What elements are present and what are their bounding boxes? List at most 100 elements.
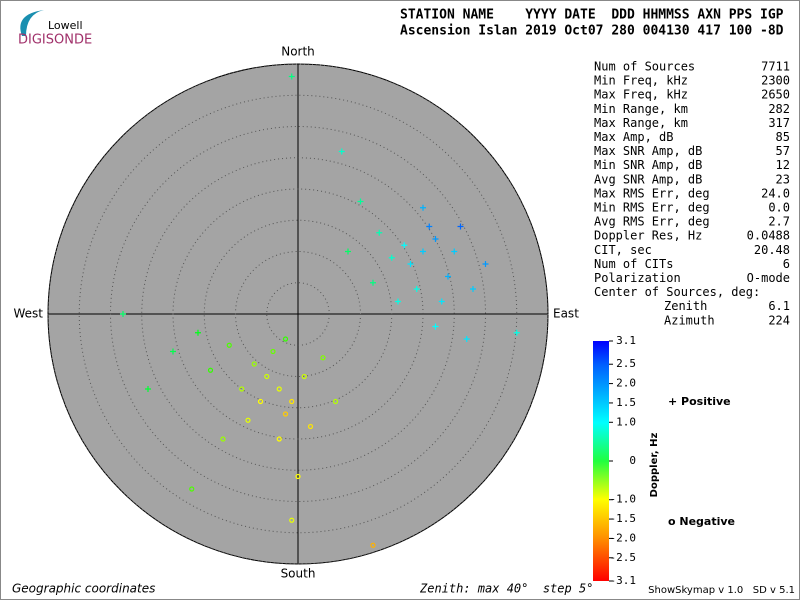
- source-positive: [401, 242, 408, 249]
- colorbar-tick-label: -2.5: [610, 551, 637, 564]
- stat-label: Num of CITs: [594, 257, 673, 271]
- stat-value: 224: [768, 313, 790, 327]
- source-positive: [482, 261, 489, 267]
- zenith-ring: [141, 157, 455, 471]
- stat-label: Max SNR Amp, dB: [594, 144, 702, 158]
- source-positive: [170, 348, 176, 355]
- source-positive: [345, 248, 351, 255]
- stat-value: 23: [776, 172, 790, 186]
- stat-label: Max RMS Err, deg: [594, 186, 710, 200]
- source-negative: [276, 386, 282, 392]
- colorbar-tick-label: 2.5: [616, 357, 636, 370]
- source-negative: [207, 367, 214, 373]
- source-positive: [288, 73, 295, 80]
- source-positive: [420, 248, 426, 255]
- source-positive: [407, 261, 414, 267]
- source-negative: [220, 436, 226, 442]
- stat-label: Max Freq, kHz: [594, 88, 688, 102]
- colorbar-tick-label: 1.5: [616, 396, 636, 409]
- zenith-ring: [47, 63, 549, 565]
- legend-negative: o Negative: [668, 515, 735, 528]
- stat-label: Min Range, km: [594, 102, 688, 116]
- zenith-ring: [172, 188, 424, 440]
- logo-bottom: DIGISONDE: [18, 33, 92, 48]
- source-positive: [195, 329, 201, 336]
- stat-value: 24.0: [761, 186, 790, 200]
- dir-label: North: [281, 45, 315, 59]
- zenith-ring: [235, 251, 361, 377]
- source-positive: [438, 298, 445, 305]
- source-positive: [338, 148, 345, 155]
- source-negative: [301, 373, 307, 380]
- source-positive: [357, 198, 364, 205]
- stat-value: 0.0488: [747, 229, 790, 243]
- source-positive: [145, 386, 151, 392]
- colorbar-tick-label: 1.0: [616, 415, 636, 428]
- stat-label: Max Range, km: [594, 116, 688, 130]
- source-negative: [289, 398, 295, 405]
- colorbar-label: Doppler, Hz: [649, 433, 660, 498]
- stat-value: 85: [776, 130, 790, 144]
- source-positive: [120, 311, 126, 317]
- source-positive: [370, 279, 376, 286]
- stat-label: Azimuth: [664, 313, 715, 327]
- legend-text: Positive: [681, 395, 731, 408]
- stat-value: 6: [783, 257, 790, 271]
- dir-label: South: [281, 567, 316, 581]
- colorbar-tick-label: 0: [629, 454, 636, 467]
- source-negative: [276, 436, 282, 442]
- stat-value: 2650: [761, 88, 790, 102]
- stat-value: 0.0: [768, 201, 790, 215]
- footer-left: Geographic coordinates: [12, 582, 155, 596]
- stat-value: O-mode: [747, 271, 790, 285]
- source-negative: [257, 398, 264, 405]
- stat-label: Num of Sources: [594, 60, 695, 74]
- stat-label: Max Amp, dB: [594, 130, 673, 144]
- source-negative: [370, 542, 376, 548]
- source-positive: [470, 286, 476, 292]
- source-negative: [307, 423, 314, 430]
- source-negative: [239, 386, 245, 392]
- colorbar-tick-label: -3.1: [610, 574, 637, 587]
- source-positive: [432, 323, 439, 330]
- stat-value: 6.1: [768, 299, 790, 313]
- stat-label: CIT, sec: [594, 243, 652, 257]
- source-positive: [457, 223, 464, 230]
- stat-label: Polarization: [594, 271, 681, 285]
- logo-top: Lowell: [48, 19, 83, 32]
- source-positive: [395, 298, 401, 305]
- logo-swoosh: [20, 10, 44, 36]
- zenith-ring: [203, 219, 393, 409]
- dir-label: West: [13, 307, 43, 321]
- zenith-ring: [78, 94, 518, 534]
- stat-label: Avg SNR Amp, dB: [594, 172, 702, 186]
- stat-label: Avg RMS Err, deg: [594, 215, 710, 229]
- zenith-ring: [110, 126, 486, 502]
- colorbar: [593, 341, 609, 581]
- stat-value: 2.7: [768, 215, 790, 229]
- legend-text: Negative: [679, 515, 735, 528]
- stat-label: Min RMS Err, deg: [594, 201, 710, 215]
- source-negative: [289, 517, 295, 523]
- source-positive: [420, 204, 426, 211]
- source-positive: [376, 229, 383, 236]
- source-negative: [282, 336, 289, 342]
- stat-label: Zenith: [664, 299, 707, 313]
- stat-section: Center of Sources, deg:: [594, 285, 760, 299]
- header-line: Ascension Islan 2019 Oct07 280 004130 41…: [400, 24, 784, 39]
- stat-label: Doppler Res, Hz: [594, 229, 702, 243]
- stat-label: Min Freq, kHz: [594, 74, 688, 88]
- source-negative: [189, 486, 195, 492]
- colorbar-tick-label: -2.0: [610, 531, 637, 544]
- header-line: STATION NAME YYYY DATE DDD HHMMSS AXN PP…: [400, 8, 784, 23]
- legend-positive: + Positive: [668, 395, 731, 408]
- source-negative: [264, 373, 270, 380]
- footer-middle: Zenith: max 40° step 5°: [419, 582, 593, 596]
- source-negative: [295, 473, 301, 480]
- stat-value: 282: [768, 102, 790, 116]
- source-negative: [245, 417, 251, 423]
- source-positive: [388, 254, 395, 261]
- source-positive: [513, 329, 520, 336]
- footer-right: ShowSkymap v 1.0 SD v 5.1: [648, 585, 795, 596]
